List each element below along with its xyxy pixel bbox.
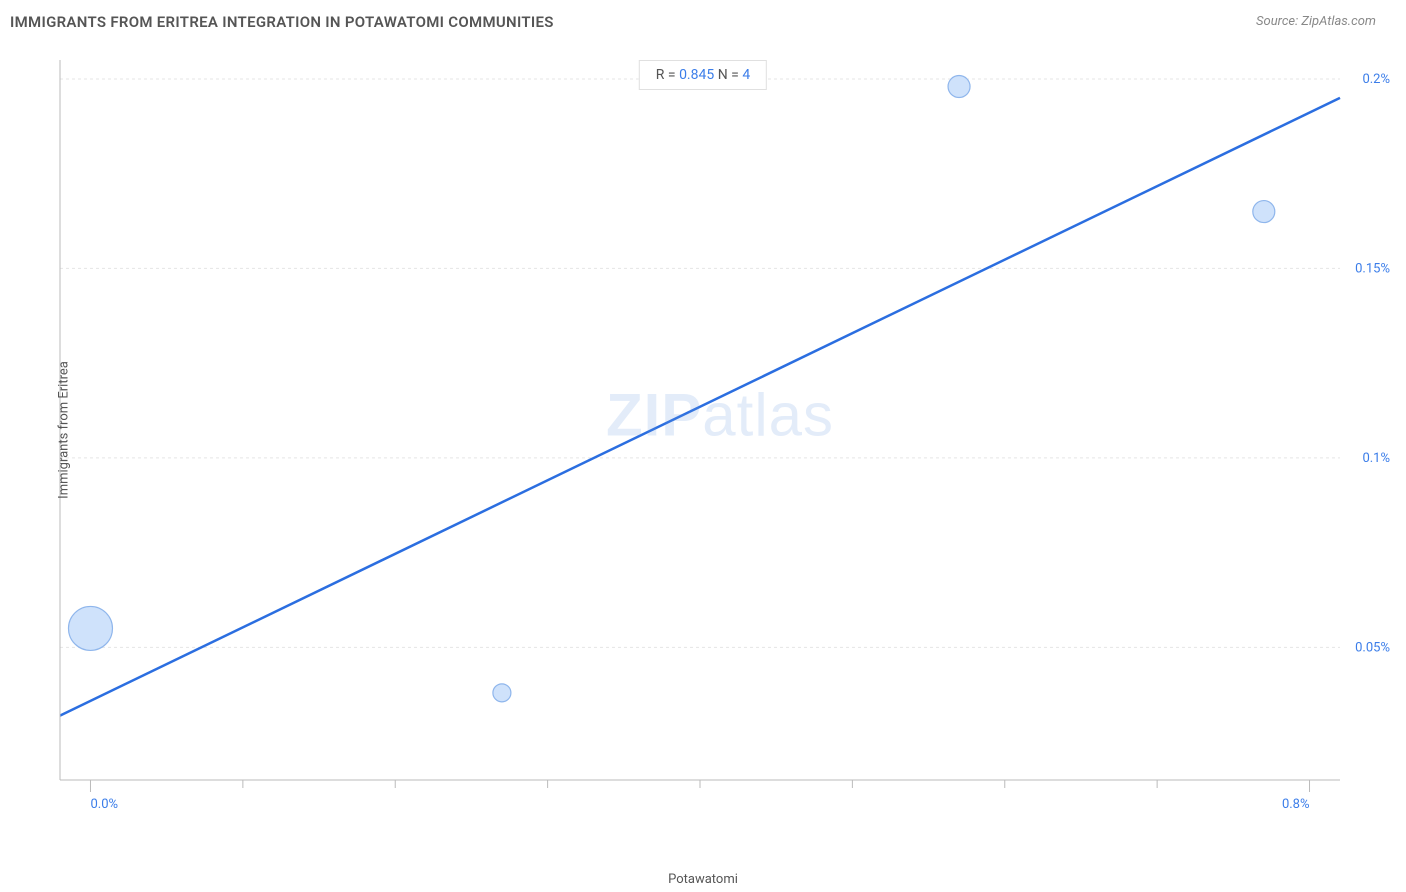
scatter-chart-svg: 0.05% 0.1% 0.15% 0.2% 0.0% 0.8% — [50, 50, 1390, 810]
y-tick-label: 0.05% — [1355, 640, 1390, 655]
data-bubble — [493, 684, 511, 702]
y-tick-label: 0.2% — [1362, 72, 1390, 87]
trend-line — [60, 98, 1340, 716]
data-bubble — [68, 606, 112, 650]
y-tick-label: 0.1% — [1362, 451, 1390, 466]
chart-container: 0.05%0.1%0.15%0.2%0.0%0.8% ZIPatlas Immi… — [50, 50, 1390, 810]
x-axis-label: Potawatomi — [668, 872, 738, 887]
r-label: R = — [656, 67, 679, 83]
data-bubble — [948, 76, 970, 98]
data-bubble — [1253, 201, 1275, 223]
chart-header: IMMIGRANTS FROM ERITREA INTEGRATION IN P… — [0, 0, 1406, 50]
x-tick-label: 0.0% — [90, 797, 118, 810]
source-attribution: Source: ZipAtlas.com — [1256, 14, 1376, 29]
stats-box: R = 0.845 N = 4 — [639, 60, 767, 90]
n-value: 4 — [742, 67, 750, 83]
y-axis-label: Immigrants from Eritrea — [57, 361, 72, 499]
y-tick-label: 0.15% — [1355, 261, 1390, 276]
n-label: N = — [714, 67, 742, 83]
x-tick-label: 0.8% — [1282, 797, 1310, 810]
r-value: 0.845 — [679, 67, 714, 83]
chart-title: IMMIGRANTS FROM ERITREA INTEGRATION IN P… — [10, 13, 554, 31]
